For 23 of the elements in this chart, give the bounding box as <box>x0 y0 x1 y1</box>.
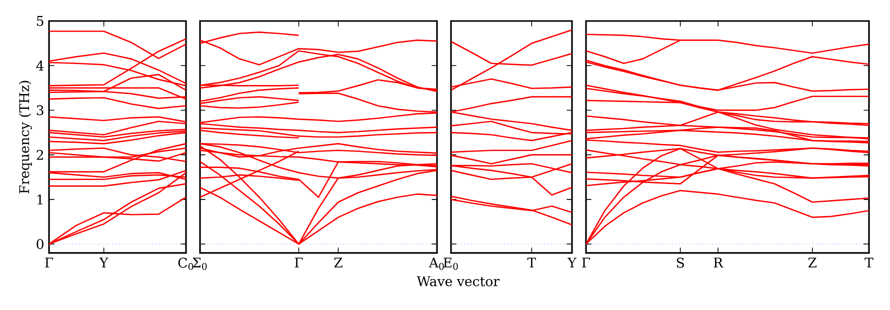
y-tick-label: 5 <box>36 16 44 26</box>
x-tick-label: Y <box>99 258 108 268</box>
y-tick-label: 1 <box>37 194 42 204</box>
x-axis-title: Wave vector <box>416 276 500 286</box>
x-tick-label: T <box>527 258 536 268</box>
x-tick-label: S <box>676 258 684 268</box>
y-tick-label: 0 <box>36 239 44 250</box>
x-tick-label: Σ$_{0}$ <box>192 258 207 270</box>
x-tick-label: R <box>714 258 724 268</box>
x-tick-label: Γ <box>294 258 303 268</box>
x-tick-label: Z <box>808 258 816 268</box>
x-tick-label: A$_{0}$ <box>428 258 444 270</box>
x-tick-label: E$_{0}$ <box>444 258 458 270</box>
y-tick-label: 4 <box>36 60 44 71</box>
x-tick-label: T <box>864 258 874 268</box>
x-tick-label: Z <box>334 258 342 268</box>
x-tick-label: Γ <box>45 258 54 268</box>
x-tick-label: Y <box>567 258 577 268</box>
y-axis-title: Frequency (THz) <box>18 80 32 194</box>
x-tick-label: Γ <box>582 258 590 268</box>
y-tick-label: 3 <box>36 105 44 116</box>
x-tick-label: C$_{0}$ <box>178 258 194 270</box>
y-tick-label: 2 <box>36 150 43 160</box>
